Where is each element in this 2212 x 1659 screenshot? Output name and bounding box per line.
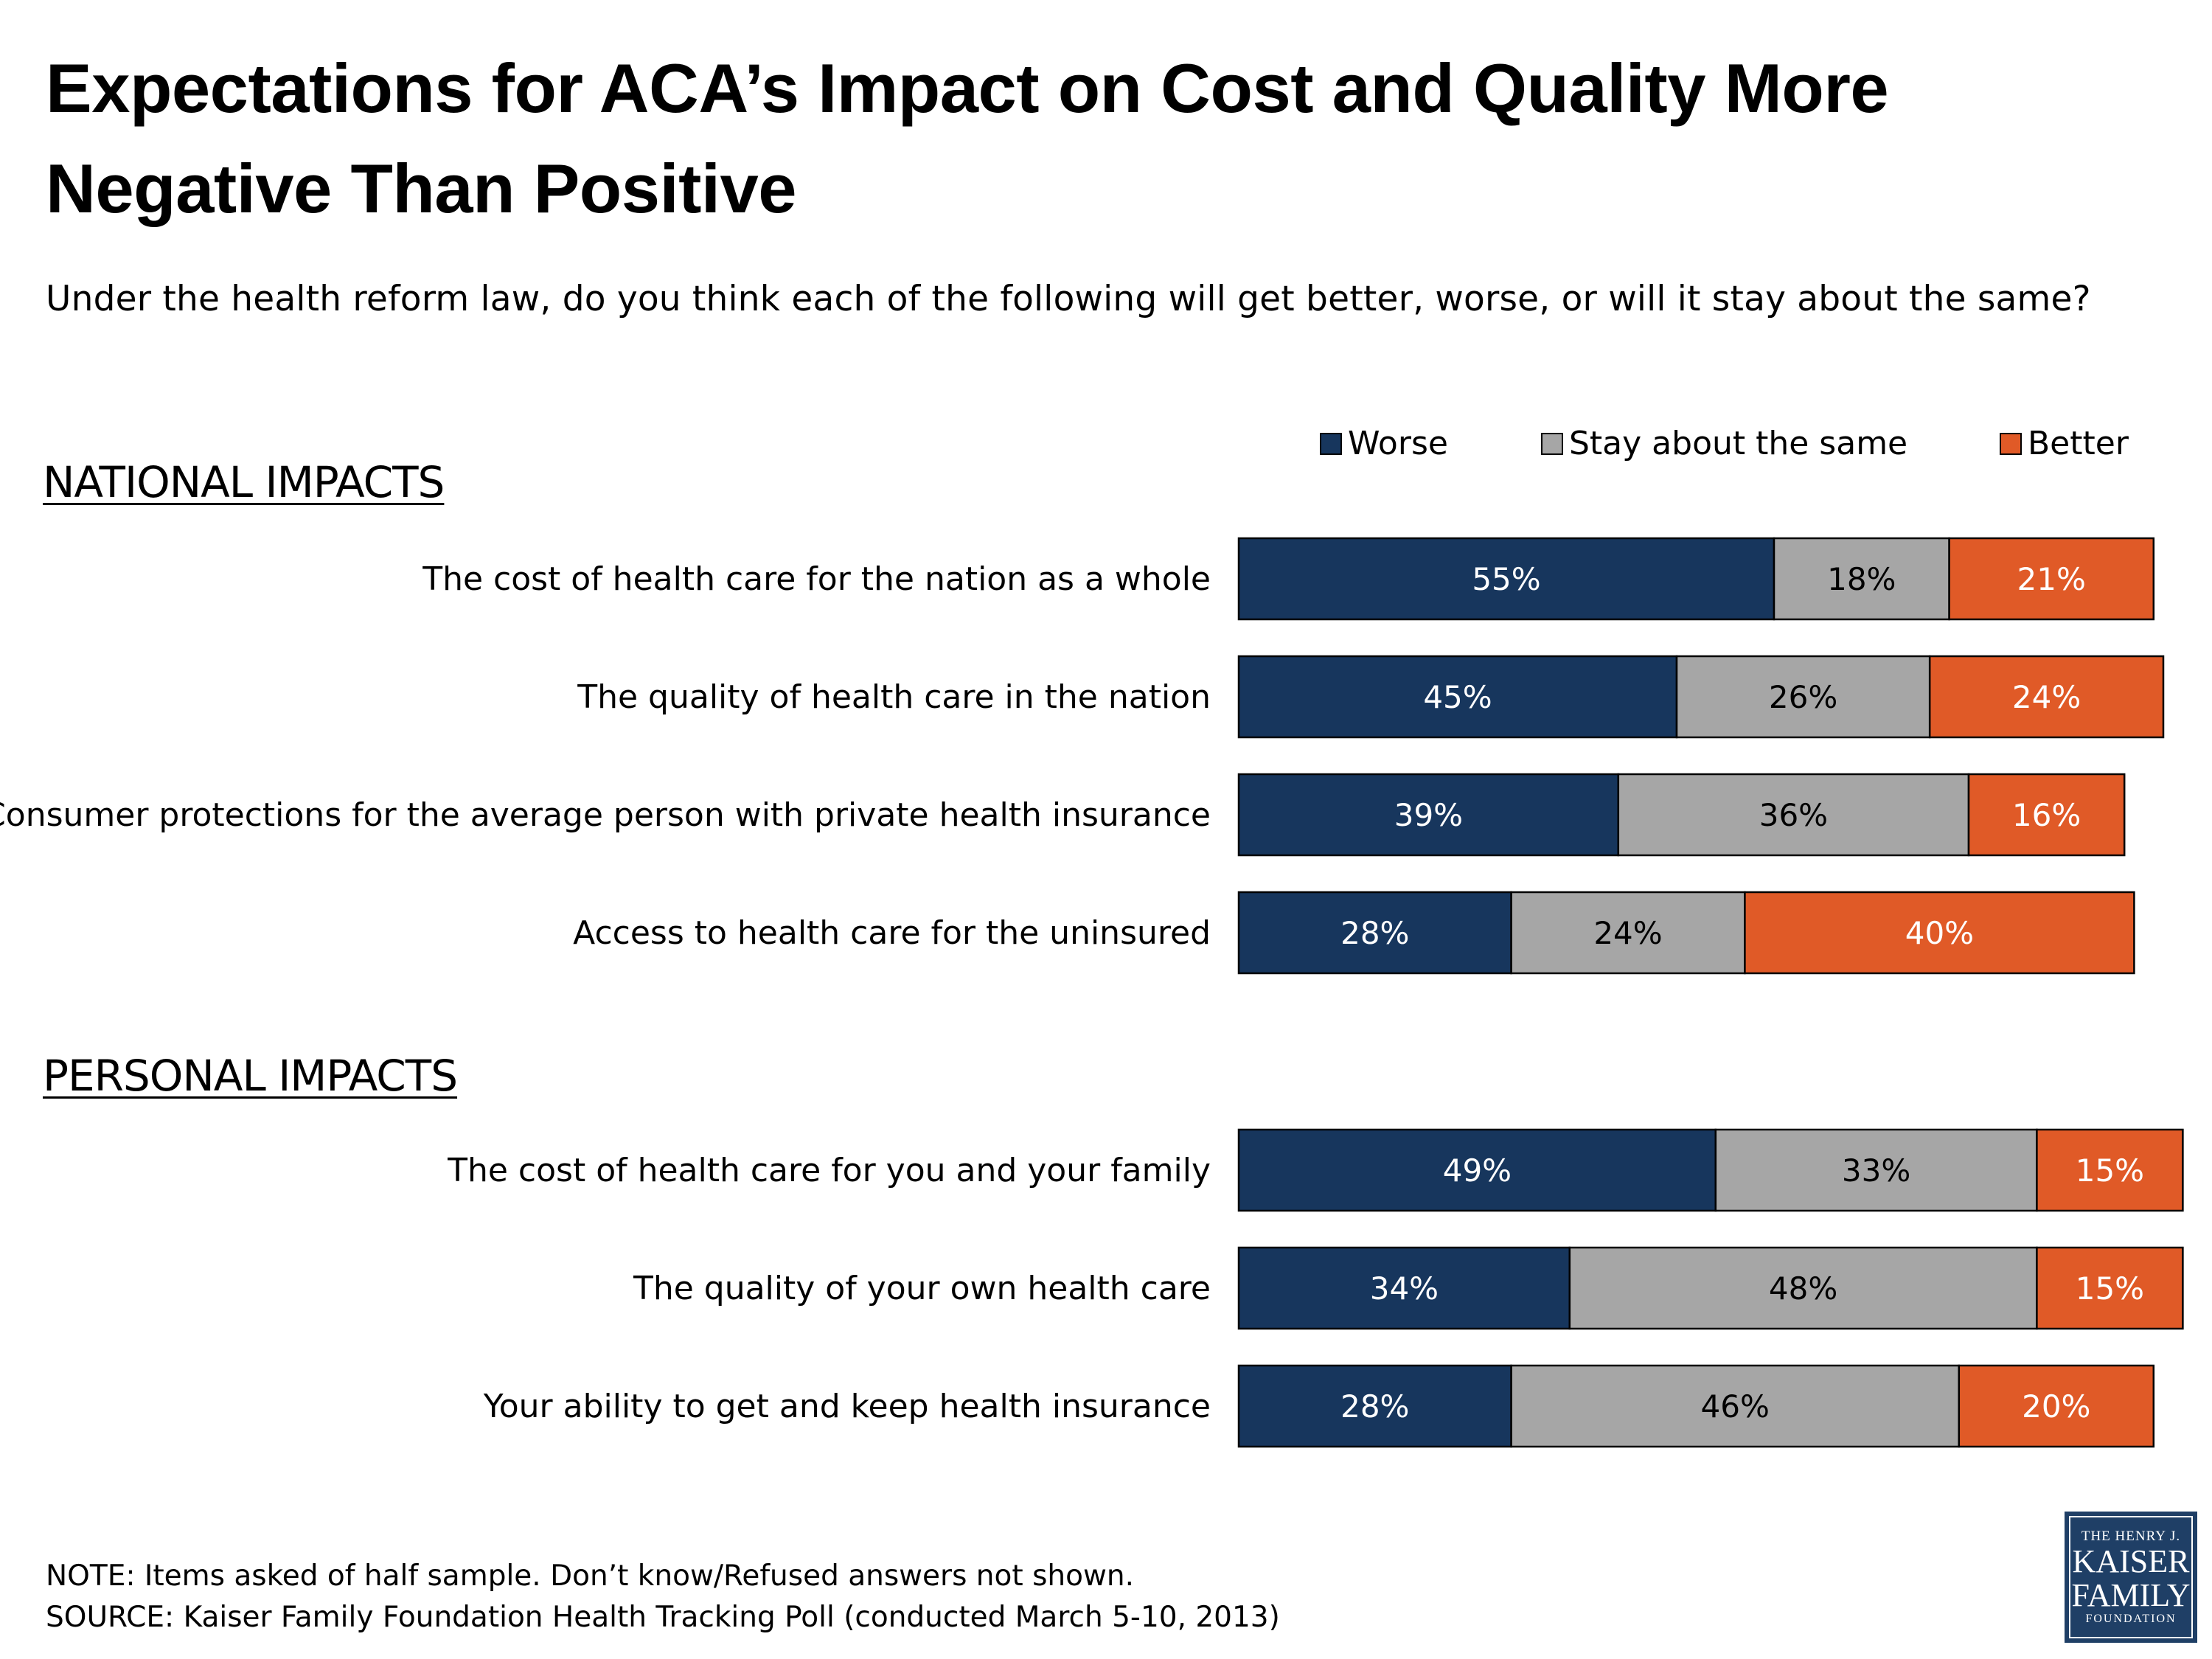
category-label: The cost of health care for the nation a…: [422, 560, 1211, 598]
category-label: Consumer protections for the average per…: [0, 796, 1211, 834]
logo-line-1: THE HENRY J.: [2081, 1528, 2181, 1544]
data-label: 21%: [2017, 561, 2086, 597]
source-text: SOURCE: Kaiser Family Foundation Health …: [46, 1601, 1280, 1634]
bar-segment-better: [2036, 1246, 2184, 1330]
legend-swatch-better: [2000, 432, 2022, 455]
legend-label-better: Better: [2028, 425, 2129, 462]
logo-line-2: KAISER: [2072, 1543, 2190, 1579]
bar-segment-better: [1744, 891, 2135, 975]
legend-swatch-same: [1541, 432, 1563, 455]
legend-label-worse: Worse: [1348, 425, 1448, 462]
legend-item-better: Better: [2000, 425, 2129, 462]
category-label: The cost of health care for you and your…: [448, 1152, 1211, 1189]
legend-item-same: Stay about the same: [1541, 425, 1907, 462]
data-label: 46%: [1701, 1388, 1770, 1425]
kff-logo: THE HENRY J. KAISER FAMILY FOUNDATION: [2065, 1512, 2197, 1643]
section-header-national: NATIONAL IMPACTS: [43, 457, 445, 507]
data-label: 24%: [1593, 915, 1662, 951]
logo-line-3: FAMILY: [2071, 1577, 2191, 1613]
data-label: 45%: [1423, 679, 1492, 715]
data-label: 20%: [2022, 1388, 2090, 1425]
category-label: Access to health care for the uninsured: [573, 914, 1211, 952]
data-label: 33%: [1842, 1152, 1910, 1189]
footnote: NOTE: Items asked of half sample. Don’t …: [46, 1556, 1280, 1638]
chart-subtitle: Under the health reform law, do you thin…: [46, 279, 2091, 319]
kff-logo-frame: THE HENRY J. KAISER FAMILY FOUNDATION: [2069, 1516, 2193, 1638]
category-label: The quality of health care in the nation: [577, 678, 1211, 716]
legend-swatch-worse: [1320, 432, 1342, 455]
bar-segment-better: [2036, 1128, 2184, 1212]
legend-label-same: Stay about the same: [1569, 425, 1908, 462]
data-label: 26%: [1769, 679, 1837, 715]
bar-segment-better: [1958, 1364, 2155, 1448]
bar-segment-same: [1714, 1128, 2038, 1212]
chart-title: Expectations for ACA’s Impact on Cost an…: [46, 49, 1889, 227]
data-label: 34%: [1370, 1270, 1439, 1307]
data-label: 28%: [1340, 1388, 1409, 1425]
data-label: 15%: [2076, 1270, 2144, 1307]
note-text: NOTE: Items asked of half sample. Don’t …: [46, 1559, 1134, 1593]
data-label: 24%: [2012, 679, 2081, 715]
bar-segment-same: [1773, 537, 1950, 621]
bar-segment-worse: [1237, 1364, 1512, 1448]
bar-segment-same: [1568, 1246, 2038, 1330]
data-label: 55%: [1472, 561, 1540, 597]
bar-segment-same: [1510, 1364, 1961, 1448]
logo-line-4: FOUNDATION: [2085, 1613, 2177, 1625]
data-label: 40%: [1905, 915, 1974, 951]
data-label: 15%: [2076, 1152, 2144, 1189]
category-label: The quality of your own health care: [633, 1270, 1211, 1307]
legend: Worse Stay about the same Better: [0, 425, 2212, 469]
bar-segment-same: [1510, 891, 1746, 975]
data-label: 48%: [1769, 1270, 1837, 1307]
data-label: 28%: [1340, 915, 1409, 951]
data-label: 49%: [1443, 1152, 1512, 1189]
bar-segment-same: [1675, 655, 1931, 739]
bar-segment-worse: [1237, 537, 1775, 621]
bar-segment-better: [1928, 655, 2165, 739]
data-label: 16%: [2012, 797, 2081, 833]
category-label: Your ability to get and keep health insu…: [483, 1388, 1211, 1425]
section-header-personal: PERSONAL IMPACTS: [43, 1051, 458, 1101]
legend-item-worse: Worse: [1320, 425, 1448, 462]
data-label: 39%: [1394, 797, 1463, 833]
bar-segment-worse: [1237, 1246, 1571, 1330]
bar-segment-better: [1948, 537, 2155, 621]
data-label: 36%: [1759, 797, 1828, 833]
data-label: 18%: [1827, 561, 1896, 597]
bar-segment-better: [1967, 773, 2126, 857]
